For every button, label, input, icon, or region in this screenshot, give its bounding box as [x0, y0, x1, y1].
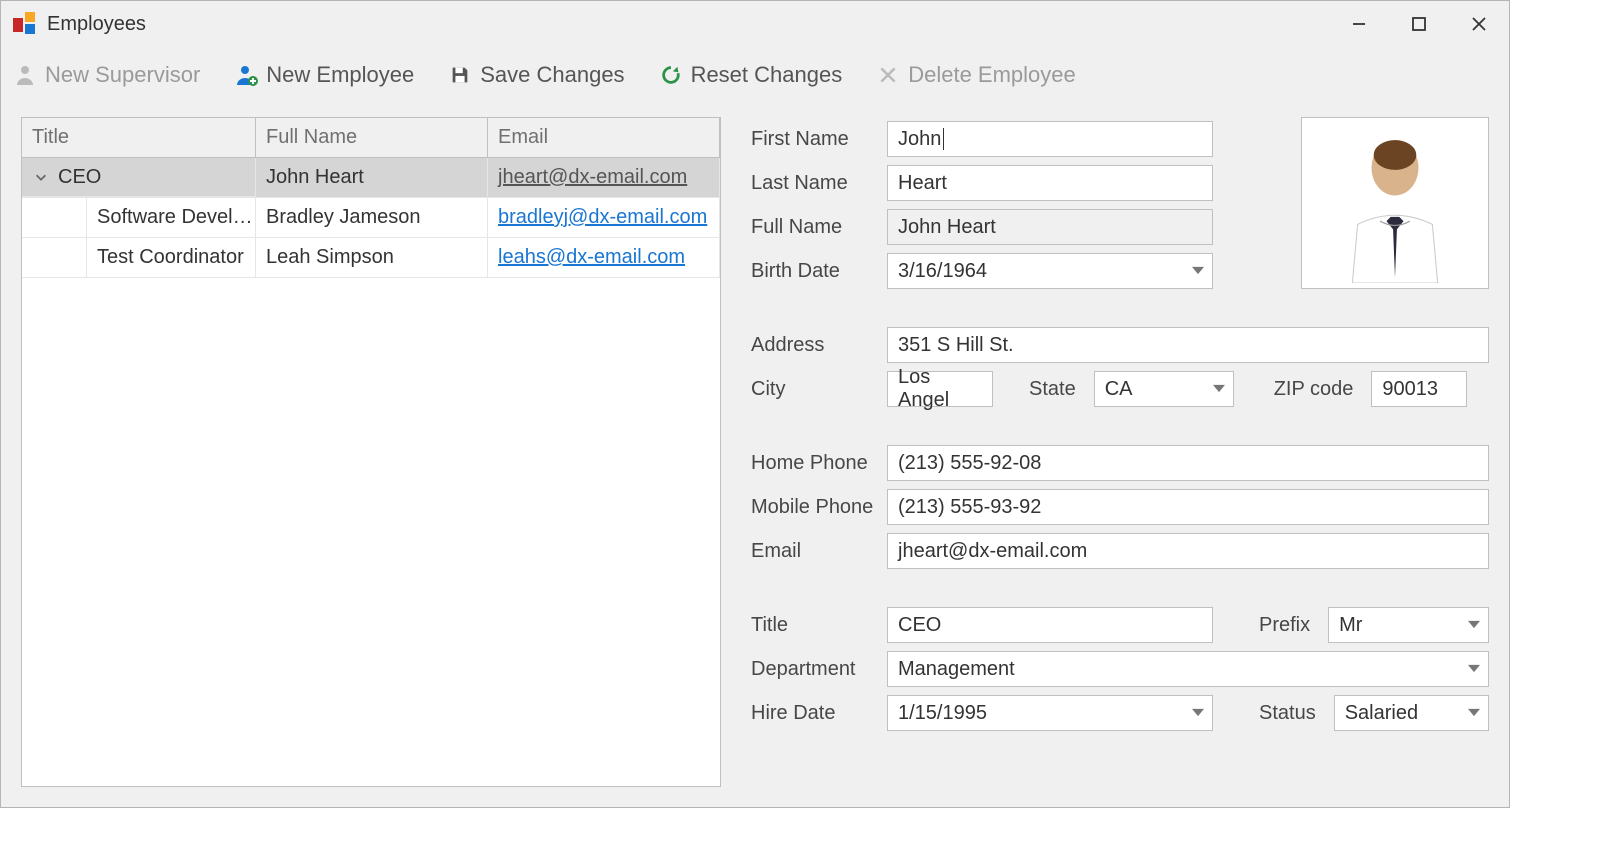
label-address: Address [751, 334, 877, 357]
text-cursor [943, 128, 944, 150]
content-area: Title Full Name Email CEO John Heart jhe… [1, 103, 1509, 807]
label-prefix: Prefix [1251, 614, 1318, 637]
email-link[interactable]: leahs@dx-email.com [498, 246, 685, 268]
window-controls [1329, 1, 1509, 47]
state-select[interactable]: CA [1094, 371, 1234, 407]
toolbar-label: Reset Changes [691, 62, 843, 88]
maximize-button[interactable] [1389, 1, 1449, 47]
cell-email: bradleyj@dx-email.com [488, 198, 720, 237]
birthdate-picker[interactable]: 3/16/1964 [887, 253, 1213, 289]
person-add-icon [234, 63, 258, 87]
prefix-select[interactable]: Mr [1328, 607, 1489, 643]
label-hiredate: Hire Date [751, 702, 877, 725]
fullname-readonly: John Heart [887, 209, 1213, 245]
label-title: Title [751, 614, 877, 637]
department-select[interactable]: Management [887, 651, 1489, 687]
label-status: Status [1251, 702, 1324, 725]
label-mobilephone: Mobile Phone [751, 496, 877, 519]
app-icon [13, 12, 37, 36]
delete-employee-button[interactable]: Delete Employee [876, 62, 1076, 88]
label-zip: ZIP code [1266, 378, 1362, 401]
cell-title: CEO [58, 166, 101, 189]
homephone-input[interactable]: (213) 555-92-08 [887, 445, 1489, 481]
app-window: Employees New Supervisor New Employee [0, 0, 1510, 808]
label-state: State [1021, 378, 1084, 401]
toolbar: New Supervisor New Employee Save Changes… [1, 47, 1509, 103]
label-homephone: Home Phone [751, 452, 877, 475]
employee-form: First Name John Last Name Heart Full Nam… [751, 117, 1489, 787]
new-employee-button[interactable]: New Employee [234, 62, 414, 88]
firstname-input[interactable]: John [887, 121, 1213, 157]
toolbar-label: Save Changes [480, 62, 624, 88]
cell-fullname: Leah Simpson [256, 238, 488, 277]
email-link[interactable]: jheart@dx-email.com [498, 166, 687, 188]
employee-photo [1301, 117, 1489, 289]
save-changes-button[interactable]: Save Changes [448, 62, 624, 88]
email-input[interactable]: jheart@dx-email.com [887, 533, 1489, 569]
toolbar-label: New Supervisor [45, 62, 200, 88]
mobilephone-input[interactable]: (213) 555-93-92 [887, 489, 1489, 525]
window-title: Employees [47, 13, 146, 36]
table-row[interactable]: Software Devel… Bradley Jameson bradleyj… [22, 198, 720, 238]
x-icon [876, 63, 900, 87]
employee-tree-grid[interactable]: Title Full Name Email CEO John Heart jhe… [21, 117, 721, 787]
chevron-down-icon [1192, 260, 1204, 283]
city-input[interactable]: Los Angel [887, 371, 993, 407]
address-input[interactable]: 351 S Hill St. [887, 327, 1489, 363]
cell-email: jheart@dx-email.com [488, 158, 720, 197]
status-select[interactable]: Salaried [1334, 695, 1489, 731]
toolbar-label: Delete Employee [908, 62, 1076, 88]
cell-fullname: John Heart [256, 158, 488, 197]
column-header-fullname[interactable]: Full Name [256, 118, 488, 157]
chevron-down-icon[interactable] [32, 168, 50, 186]
column-header-title[interactable]: Title [22, 118, 256, 157]
cell-title: Software Devel… [97, 206, 253, 229]
chevron-down-icon [1213, 378, 1225, 401]
reset-changes-button[interactable]: Reset Changes [659, 62, 843, 88]
cell-fullname: Bradley Jameson [256, 198, 488, 237]
table-row[interactable]: Test Coordinator Leah Simpson leahs@dx-e… [22, 238, 720, 278]
save-icon [448, 63, 472, 87]
chevron-down-icon [1468, 614, 1480, 637]
cell-email: leahs@dx-email.com [488, 238, 720, 277]
label-city: City [751, 378, 877, 401]
grid-header: Title Full Name Email [22, 118, 720, 158]
minimize-button[interactable] [1329, 1, 1389, 47]
label-department: Department [751, 658, 877, 681]
person-icon [13, 63, 37, 87]
grid-body: CEO John Heart jheart@dx-email.com Softw… [22, 158, 720, 786]
toolbar-label: New Employee [266, 62, 414, 88]
new-supervisor-button[interactable]: New Supervisor [13, 62, 200, 88]
cell-title: Test Coordinator [97, 246, 244, 269]
table-row[interactable]: CEO John Heart jheart@dx-email.com [22, 158, 720, 198]
chevron-down-icon [1468, 658, 1480, 681]
chevron-down-icon [1468, 702, 1480, 725]
column-header-email[interactable]: Email [488, 118, 720, 157]
refresh-icon [659, 63, 683, 87]
zip-input[interactable]: 90013 [1371, 371, 1467, 407]
label-email: Email [751, 540, 877, 563]
close-button[interactable] [1449, 1, 1509, 47]
titlebar: Employees [1, 1, 1509, 47]
label-lastname: Last Name [751, 172, 877, 195]
lastname-input[interactable]: Heart [887, 165, 1213, 201]
title-input[interactable]: CEO [887, 607, 1213, 643]
chevron-down-icon [1192, 702, 1204, 725]
email-link[interactable]: bradleyj@dx-email.com [498, 206, 707, 228]
label-birthdate: Birth Date [751, 260, 877, 283]
label-fullname: Full Name [751, 216, 877, 239]
label-firstname: First Name [751, 128, 877, 151]
hiredate-picker[interactable]: 1/15/1995 [887, 695, 1213, 731]
